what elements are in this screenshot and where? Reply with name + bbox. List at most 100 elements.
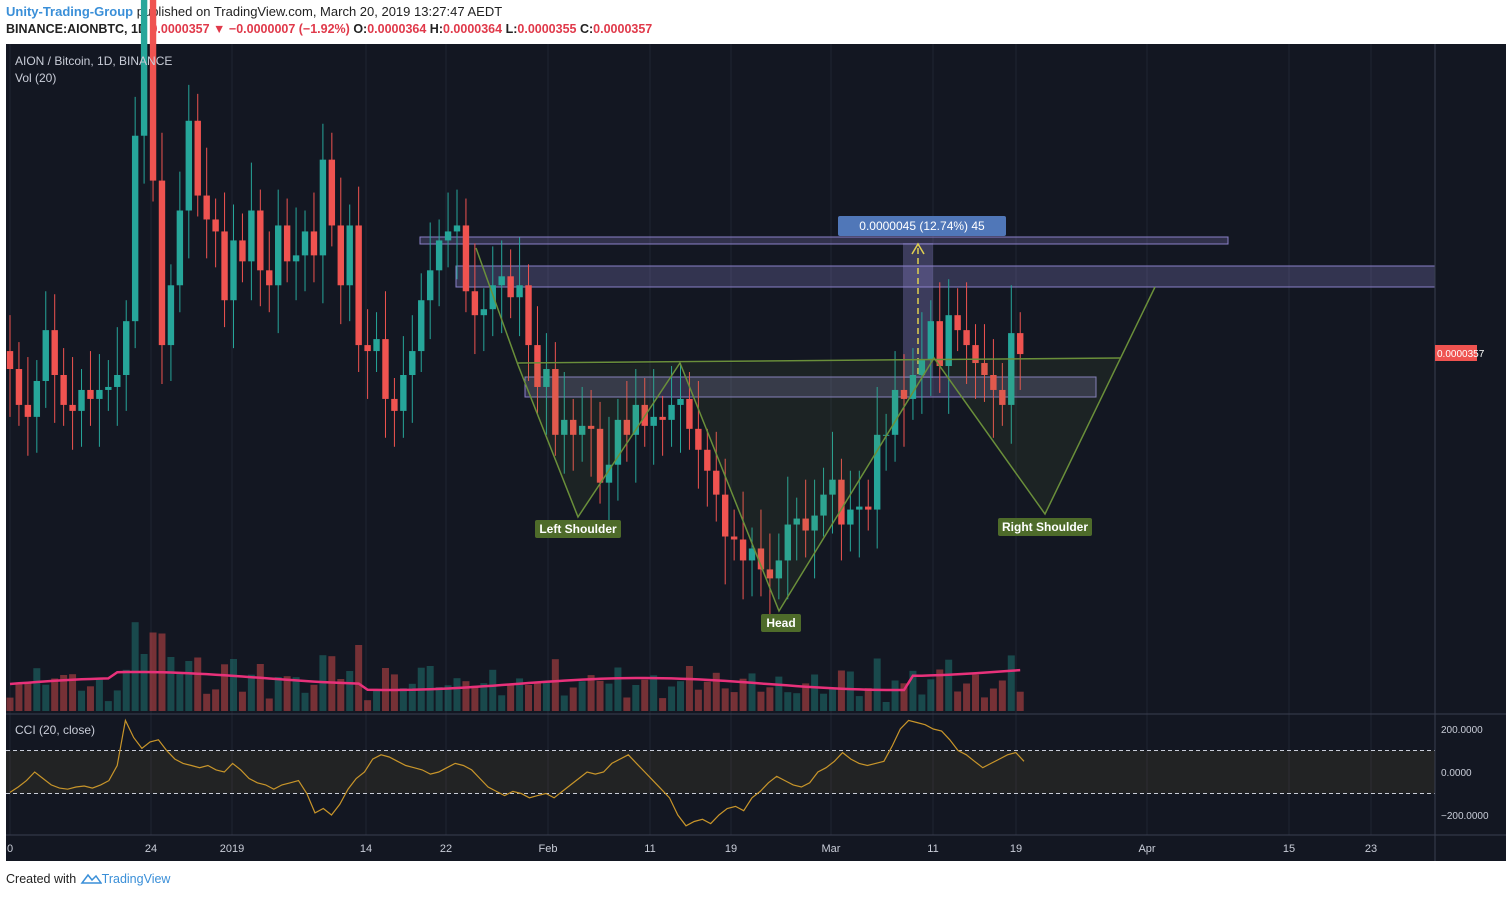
volume-bar: [238, 691, 246, 711]
volume-bar: [6, 697, 14, 711]
volume-bar: [659, 698, 667, 711]
volume-bar: [918, 694, 926, 711]
x-tick-label: 15: [1283, 843, 1295, 855]
volume-bar: [712, 672, 720, 711]
x-tick-label: 19: [1010, 843, 1022, 855]
x-tick-label: Feb: [539, 843, 558, 855]
vol-legend: Vol (20): [15, 71, 56, 85]
x-tick-label: 11: [644, 843, 655, 855]
change-value: −0.0000007 (−1.92%): [228, 22, 350, 36]
candle-body: [677, 398, 684, 405]
volume-bar: [113, 690, 121, 711]
head-shoulders-path: [475, 247, 1156, 613]
head-label: Head: [766, 616, 795, 630]
candle-body: [292, 255, 300, 262]
author-link[interactable]: Unity-Trading-Group: [6, 4, 134, 19]
candle-body: [400, 375, 407, 411]
candle-body: [570, 419, 577, 435]
candle-body: [391, 398, 398, 411]
x-tick-label: 11: [927, 843, 938, 855]
candle-body: [33, 380, 41, 417]
symbol-label: BINANCE:AIONBTC, 1D: [6, 22, 147, 36]
volume-bar: [399, 688, 407, 711]
volume-bar: [525, 685, 533, 711]
volume-bar: [265, 698, 273, 711]
volume-bar: [864, 688, 872, 711]
candle-body: [51, 330, 58, 375]
candle-body: [659, 416, 666, 420]
candle-body: [954, 315, 961, 331]
candle-body: [963, 330, 970, 346]
volume-bar: [703, 681, 711, 711]
volume-bar: [274, 677, 282, 711]
candle-body: [713, 470, 720, 495]
candle-body: [945, 315, 952, 367]
candle-body: [498, 276, 505, 286]
volume-bar: [283, 676, 291, 711]
left-shoulder-badge: [535, 520, 621, 538]
candle-body: [829, 479, 836, 495]
volume-bar: [435, 687, 443, 711]
x-tick-label: 24: [145, 843, 157, 855]
candle-body: [355, 225, 362, 346]
volume-bar: [498, 695, 506, 711]
volume-bar: [256, 664, 264, 711]
volume-bar: [131, 622, 139, 711]
candle-body: [409, 351, 416, 375]
close-value: 0.0000357: [593, 22, 653, 36]
candle-body: [891, 389, 899, 435]
candle-body: [364, 345, 371, 352]
volume-bar: [596, 680, 604, 711]
candle-body: [650, 416, 657, 426]
low-value: 0.0000355: [517, 22, 577, 36]
open-label: O:: [353, 22, 368, 36]
candle-body: [552, 369, 559, 435]
candle-body: [990, 375, 997, 390]
candle-body: [668, 404, 675, 420]
volume-bar: [721, 688, 729, 711]
volume-bar: [247, 674, 255, 711]
candles[interactable]: [6, 0, 1024, 627]
candle-body: [257, 210, 264, 271]
volume-bar: [480, 683, 488, 711]
volume-bar: [980, 697, 988, 711]
candle-body: [337, 225, 344, 286]
candle-body: [748, 548, 756, 561]
volume-bar: [685, 666, 693, 711]
candle-body: [319, 159, 327, 256]
volume-bar: [533, 682, 541, 711]
volume-bar: [516, 678, 524, 711]
footer: Created with TradingView: [6, 872, 170, 886]
volume-bar: [802, 683, 810, 711]
candle-body: [587, 425, 595, 429]
candle-body: [909, 375, 917, 399]
candle-body: [87, 389, 94, 399]
candle-body: [507, 276, 514, 298]
candle-body: [149, 0, 157, 181]
cci-tick-label: −200.0000: [1441, 811, 1489, 822]
x-tick-label: Apr: [1138, 843, 1155, 855]
volume-bar: [936, 669, 944, 711]
candle-body: [185, 120, 192, 211]
candle-body: [239, 240, 246, 262]
x-tick-label: Mar: [822, 843, 841, 855]
candle-body: [516, 285, 523, 298]
volume-bar: [337, 679, 345, 711]
volume-bar: [882, 702, 890, 711]
volume-bar: [364, 700, 372, 711]
candle-body: [426, 270, 434, 301]
candle-body: [42, 330, 49, 381]
volume-bar: [462, 681, 470, 711]
volume-bar: [766, 687, 774, 711]
publish-line: Unity-Trading-Group published on Trading…: [6, 4, 502, 19]
candle-body: [739, 539, 747, 561]
tradingview-link[interactable]: TradingView: [101, 872, 171, 886]
volume-bar: [855, 696, 863, 711]
left-shoulder-label: Left Shoulder: [539, 522, 617, 536]
candle-body: [695, 428, 702, 450]
candle-body: [981, 363, 988, 375]
candle-body: [704, 449, 711, 471]
volume-bar: [793, 693, 801, 711]
candle-body: [328, 159, 336, 226]
